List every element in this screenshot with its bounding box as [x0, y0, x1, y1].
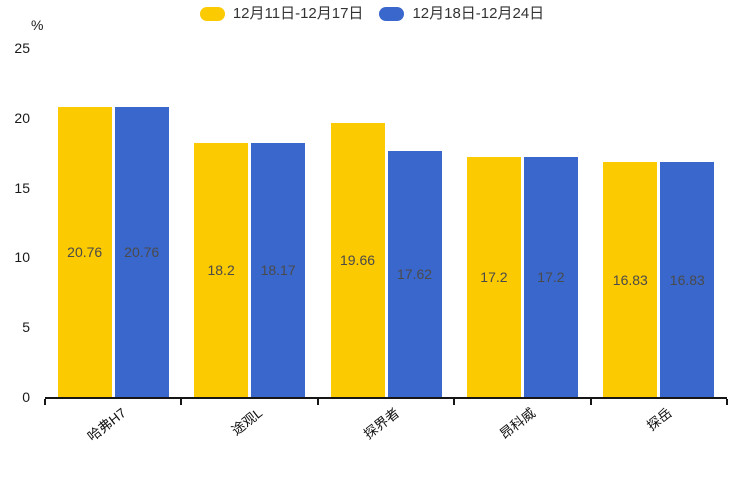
bar-series-1: 17.2 [466, 156, 521, 397]
y-axis: 0 5 10 15 20 25 [0, 40, 30, 405]
x-axis-category-label: 探岳 [643, 405, 675, 434]
x-axis-category-label: 哈弗H7 [84, 405, 129, 445]
bar-series-2: 20.76 [114, 107, 169, 397]
bar-value-label: 18.2 [207, 261, 235, 278]
legend-item-series-2[interactable]: 12月18日-12月24日 [379, 6, 544, 21]
x-axis-tick [44, 399, 46, 405]
plot-area: 20.76 20.76 哈弗H7 18.2 18.17 途观L 19.66 17.62 探界者 1… [44, 48, 728, 444]
legend: 12月11日-12月17日 12月18日-12月24日 [0, 6, 744, 21]
x-axis-category-label: 探界者 [360, 405, 402, 442]
bar-value-label: 17.2 [537, 268, 565, 285]
bar-series-2: 17.62 [387, 151, 442, 397]
x-axis-tick [180, 399, 183, 405]
bar-series-2: 17.2 [523, 156, 578, 397]
legend-label: 12月18日-12月24日 [412, 5, 545, 22]
bar-value-label: 16.83 [669, 271, 705, 288]
bar-value-label: 17.62 [396, 266, 433, 283]
y-axis-tick-label: 5 [22, 319, 30, 336]
x-axis-category-label: 昂科威 [496, 405, 539, 442]
y-axis-unit-label: % [31, 17, 44, 33]
bar-value-label: 18.17 [260, 262, 296, 279]
bar-series-1: 19.66 [330, 122, 385, 397]
y-axis-tick-label: 10 [14, 249, 30, 266]
bar-group: 20.76 20.76 哈弗H7 [45, 48, 181, 444]
bar-series-2: 18.17 [251, 143, 306, 397]
bar-series-1: 20.76 [57, 107, 112, 397]
y-axis-tick-label: 15 [14, 179, 30, 196]
x-axis-tick [316, 399, 319, 405]
legend-label: 12月11日-12月17日 [232, 5, 364, 22]
x-axis-tick [589, 399, 592, 405]
bar-group: 16.83 16.83 探岳 [591, 48, 727, 434]
legend-swatch-icon [379, 6, 405, 21]
legend-swatch-icon [199, 6, 225, 21]
legend-item-series-1[interactable]: 12月11日-12月17日 [199, 5, 364, 22]
bar-group: 19.66 17.62 探界者 [318, 48, 454, 442]
bar-series-2: 16.83 [660, 162, 715, 397]
bar-group: 18.2 18.17 途观L [181, 48, 317, 438]
bar-value-label: 20.76 [67, 244, 103, 261]
x-axis-tick [453, 399, 456, 405]
bar-group: 17.2 17.2 昂科威 [454, 48, 590, 442]
bar-value-label: 17.2 [480, 268, 508, 285]
y-axis-tick-label: 0 [22, 389, 30, 405]
bar-value-label: 19.66 [339, 251, 376, 268]
x-axis-tick [726, 399, 728, 405]
bar-series-1: 16.83 [603, 162, 658, 397]
bar-value-label: 16.83 [612, 271, 648, 288]
bar-series-1: 18.2 [194, 142, 249, 397]
y-axis-tick-label: 25 [14, 40, 30, 56]
y-axis-tick-label: 20 [14, 109, 30, 126]
bar-value-label: 20.76 [124, 244, 160, 261]
x-axis-category-label: 途观L [228, 405, 266, 439]
